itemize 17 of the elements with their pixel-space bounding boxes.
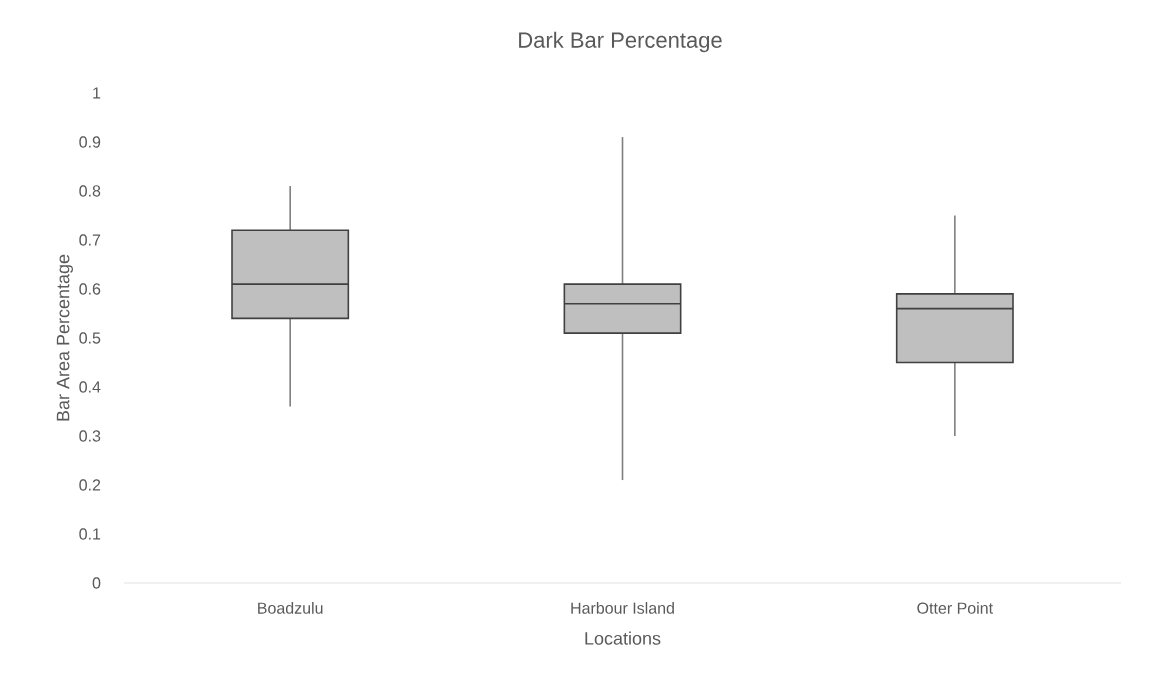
x-axis-title: Locations: [585, 631, 661, 645]
y-axis-title: Bar Area Percentage: [56, 254, 73, 421]
y-tick-label: 0.6: [79, 283, 101, 295]
y-tick-label: 0.5: [79, 332, 101, 344]
y-tick-label: 0.1: [79, 528, 101, 540]
y-tick-label: 0: [92, 577, 101, 589]
y-tick-label: 0.2: [79, 479, 101, 491]
y-tick-label: 0.9: [79, 136, 101, 148]
y-tick-label: 0.8: [79, 185, 101, 197]
x-tick-label: Boadzulu: [258, 602, 323, 614]
y-tick-label: 1: [93, 87, 101, 99]
x-tick-label: Otter Point: [917, 602, 993, 614]
y-tick-label: 0.4: [79, 381, 101, 393]
chart-title: Dark Bar Percentage: [519, 31, 722, 53]
y-tick-label: 0.7: [79, 234, 101, 246]
x-tick-label: Harbour Island: [571, 602, 674, 614]
y-tick-label: 0.3: [79, 430, 101, 442]
